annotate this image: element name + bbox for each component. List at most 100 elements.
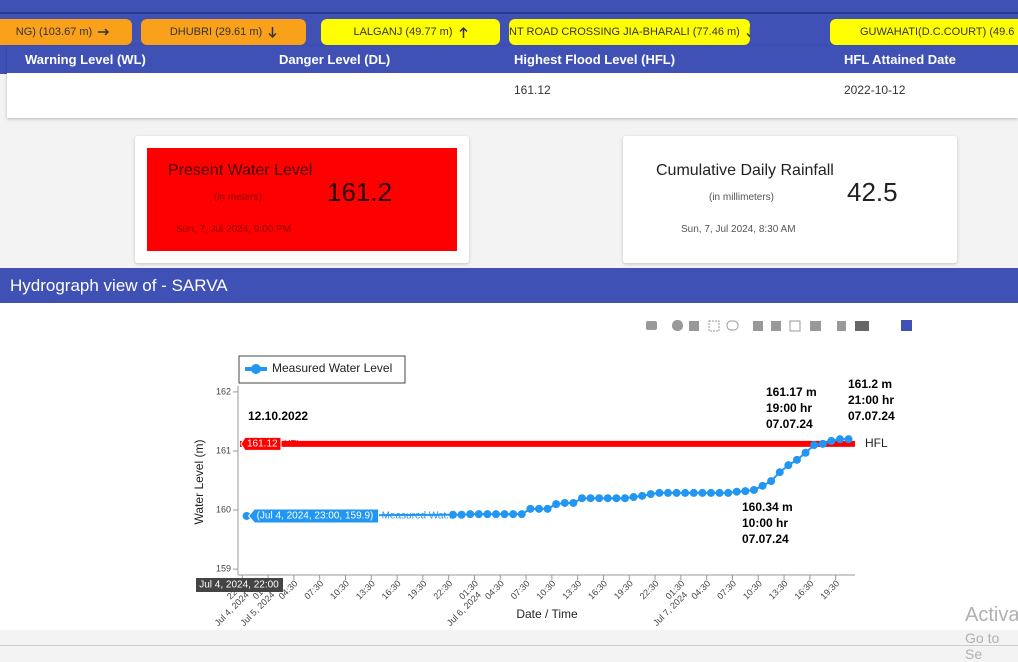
data-point bbox=[663, 488, 672, 497]
modebar-button[interactable] bbox=[708, 320, 720, 332]
chip-text: NT ROAD CROSSING JIA-BHARALI (77.46 m) bbox=[509, 26, 740, 38]
hfl-hover-box bbox=[240, 436, 282, 451]
x-hover-label: Jul 4, 2024, 22:00 bbox=[199, 580, 279, 591]
arrow-icon bbox=[98, 28, 110, 36]
column-header: HFL Attained Date bbox=[844, 52, 956, 67]
modebar-button[interactable] bbox=[689, 321, 699, 331]
modebar-button[interactable] bbox=[810, 321, 821, 331]
hydrograph: 15916016116222:3001:3004:3007:3010:3013:… bbox=[175, 312, 918, 630]
card-title: Present Water Level bbox=[168, 162, 313, 179]
column-header: Highest Flood Level (HFL) bbox=[514, 52, 676, 67]
watermark: Go to Se bbox=[965, 630, 1000, 662]
ticker-chip[interactable]: LALGANJ (49.77 m) bbox=[321, 19, 500, 45]
data-point bbox=[749, 485, 758, 494]
data-point bbox=[810, 441, 819, 450]
annotation: 07.07.24 bbox=[742, 532, 789, 546]
y-axis-title: Water Level (m) bbox=[192, 440, 206, 525]
ticker-chip[interactable]: NG) (103.67 m) bbox=[0, 19, 132, 45]
plotly-logo[interactable] bbox=[901, 320, 912, 331]
data-point bbox=[629, 493, 638, 502]
card-value: 161.2 bbox=[327, 177, 393, 207]
table-header: Warning Level (WL) Danger Level (DL) Hig… bbox=[7, 46, 1018, 73]
data-point bbox=[474, 510, 483, 519]
annotation: 07.07.24 bbox=[766, 417, 813, 431]
data-point bbox=[603, 494, 612, 503]
data-point bbox=[491, 510, 500, 519]
ticker-chip[interactable]: NT ROAD CROSSING JIA-BHARALI (77.46 m) bbox=[509, 19, 750, 45]
data-point bbox=[612, 494, 621, 503]
data-point bbox=[741, 487, 750, 496]
divider bbox=[0, 645, 1018, 646]
modebar-button[interactable] bbox=[672, 320, 683, 331]
data-point bbox=[586, 494, 595, 503]
data-point bbox=[620, 494, 629, 503]
data-point bbox=[724, 488, 733, 497]
arrow-icon bbox=[458, 26, 468, 38]
x-axis-title: Date / Time bbox=[516, 607, 578, 621]
ticker-chip[interactable]: DHUBRI (29.61 m) bbox=[141, 19, 306, 45]
annotation: 21:00 hr bbox=[848, 393, 894, 407]
data-point bbox=[732, 487, 741, 496]
data-point bbox=[448, 510, 457, 519]
table-cell: 2022-10-12 bbox=[844, 83, 906, 97]
modebar-button[interactable] bbox=[855, 321, 869, 331]
watermark: Activa bbox=[965, 604, 1018, 626]
data-point bbox=[844, 435, 853, 444]
column-header: Danger Level (DL) bbox=[279, 52, 391, 67]
data-point bbox=[483, 510, 492, 519]
data-point bbox=[672, 488, 681, 497]
ticker-chip[interactable]: GUWAHATI(D.C.COURT) (49.6 bbox=[830, 19, 1018, 45]
data-point bbox=[646, 490, 655, 499]
data-point bbox=[715, 488, 724, 497]
data-point bbox=[534, 504, 543, 513]
modebar-button[interactable] bbox=[753, 321, 763, 331]
hfl-hover-name: HFL bbox=[284, 438, 301, 448]
modebar-button[interactable] bbox=[646, 321, 657, 330]
hover-series: Measured Wat... bbox=[382, 511, 455, 522]
hover-box bbox=[247, 508, 380, 524]
card-unit: (in millimeters) bbox=[709, 192, 774, 203]
modebar-button[interactable] bbox=[789, 320, 801, 332]
y-tick-label: 161 bbox=[216, 445, 231, 455]
annotation: 07.07.24 bbox=[848, 409, 895, 423]
data-point bbox=[517, 510, 526, 519]
data-point bbox=[698, 488, 707, 497]
modebar bbox=[646, 320, 912, 332]
card-time: Sun, 7, Jul 2024, 8:30 AM bbox=[681, 224, 796, 235]
hover-value: (Jul 4, 2024, 23:00, 159.9) bbox=[257, 511, 374, 522]
data-point bbox=[466, 510, 475, 519]
card-time: Sun, 7, Jul 2024, 9:00 PM bbox=[176, 224, 292, 235]
data-point bbox=[569, 498, 578, 507]
arrow-icon bbox=[746, 26, 750, 38]
chip-text: NG) (103.67 m) bbox=[15, 26, 93, 38]
divider bbox=[0, 12, 1018, 14]
table-cell: 161.12 bbox=[514, 83, 551, 97]
hfl-hover-value: 161.12 bbox=[247, 439, 278, 450]
legend-label: Measured Water Level bbox=[272, 361, 392, 375]
data-point bbox=[835, 435, 844, 444]
data-point bbox=[577, 494, 586, 503]
data-point bbox=[827, 436, 836, 445]
data-point bbox=[784, 461, 793, 470]
data-point bbox=[767, 477, 776, 486]
water-level-card: Present Water Level (in meters) 161.2 Su… bbox=[135, 136, 469, 263]
data-point bbox=[595, 494, 604, 503]
data-point bbox=[775, 468, 784, 477]
data-point bbox=[543, 504, 552, 513]
section-header: Hydrograph view of - SARVA bbox=[0, 268, 1018, 303]
data-point bbox=[758, 481, 767, 490]
data-point bbox=[242, 511, 251, 520]
rainfall-card: Cumulative Daily Rainfall (in millimeter… bbox=[623, 136, 957, 263]
modebar-button[interactable] bbox=[837, 321, 846, 331]
card-unit: (in meters) bbox=[214, 192, 262, 203]
hfl-label: HFL bbox=[865, 436, 888, 450]
data-point bbox=[801, 448, 810, 457]
column-header: Warning Level (WL) bbox=[25, 52, 146, 67]
modebar-button[interactable] bbox=[726, 320, 739, 331]
annotation: 19:00 hr bbox=[766, 401, 812, 415]
card-title: Cumulative Daily Rainfall bbox=[656, 162, 834, 179]
modebar-button[interactable] bbox=[771, 321, 781, 331]
chip-text: LALGANJ (49.77 m) bbox=[353, 26, 453, 38]
annotation: 161.17 m bbox=[766, 385, 817, 399]
